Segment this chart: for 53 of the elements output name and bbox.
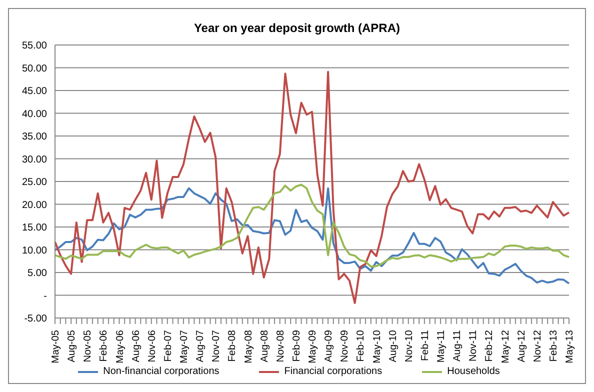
y-tick-label: 50.00	[22, 63, 48, 74]
y-tick-label: 20.00	[22, 200, 48, 211]
x-tick-label: Aug-10	[388, 330, 399, 362]
x-tick-label: Nov-10	[404, 330, 415, 362]
legend-label: Households	[447, 366, 500, 377]
x-tick-label: May-08	[243, 330, 254, 364]
x-tick-label: Feb-10	[356, 330, 367, 362]
y-tick-label: 25.00	[22, 177, 48, 188]
x-tick-label: Nov-05	[82, 330, 94, 362]
y-tick-label: 45.00	[22, 86, 48, 98]
chart-title: Year on year deposit growth (APRA)	[192, 21, 402, 35]
y-tick-label: 35.00	[22, 132, 48, 143]
x-tick-label: Feb-12	[484, 330, 496, 362]
x-tick-label: Nov-07	[211, 330, 222, 362]
line-series	[54, 184, 570, 268]
x-tick-label: Nov-08	[275, 330, 286, 362]
x-tick-label: Aug-09	[324, 330, 335, 362]
x-tick-label: May-12	[500, 330, 512, 364]
x-tick-label: Aug-06	[130, 330, 142, 362]
legend-label: Non-financial corporations	[103, 366, 220, 377]
x-tick-label: Feb-09	[291, 330, 302, 362]
x-tick-label: Feb-08	[227, 330, 238, 362]
x-tick-label: Feb-07	[162, 330, 174, 362]
x-tick-label: May-10	[372, 330, 383, 364]
x-tick-label: May-07	[179, 330, 190, 364]
legend-label: Financial corporations	[284, 366, 382, 377]
x-tick-label: May-13	[564, 330, 576, 364]
x-tick-label: Nov-11	[468, 330, 480, 362]
x-tick-label: Aug-08	[259, 330, 270, 362]
x-tick-label: Aug-07	[195, 330, 206, 362]
y-tick-label: -	[44, 290, 47, 302]
x-tick-label: May-09	[308, 330, 318, 364]
y-tick-label: 40.00	[22, 108, 48, 120]
x-tick-label: May-05	[50, 330, 62, 364]
y-tick-label: -5.00	[24, 314, 48, 325]
y-tick-label: 30.00	[22, 154, 48, 166]
x-tick-label: Aug-12	[516, 330, 528, 362]
y-tick-label: 15.00	[22, 222, 48, 234]
x-tick-label: Aug-05	[66, 330, 78, 362]
line-series	[54, 187, 570, 284]
x-tick-label: Aug-11	[452, 330, 464, 362]
y-tick-label: 55.00	[22, 40, 48, 52]
x-tick-label: Feb-06	[98, 330, 110, 362]
x-tick-label: Nov-09	[340, 330, 351, 362]
y-tick-label: 10.00	[22, 245, 48, 256]
x-tick-label: May-06	[114, 330, 126, 364]
x-tick-label: Feb-11	[420, 330, 431, 361]
y-tick-label: 5.00	[28, 268, 48, 280]
x-tick-label: Nov-12	[532, 330, 544, 362]
line-series	[54, 70, 570, 304]
x-tick-label: May-11	[436, 330, 447, 363]
x-tick-label: Nov-06	[146, 330, 158, 362]
x-tick-label: Feb-13	[548, 330, 560, 362]
